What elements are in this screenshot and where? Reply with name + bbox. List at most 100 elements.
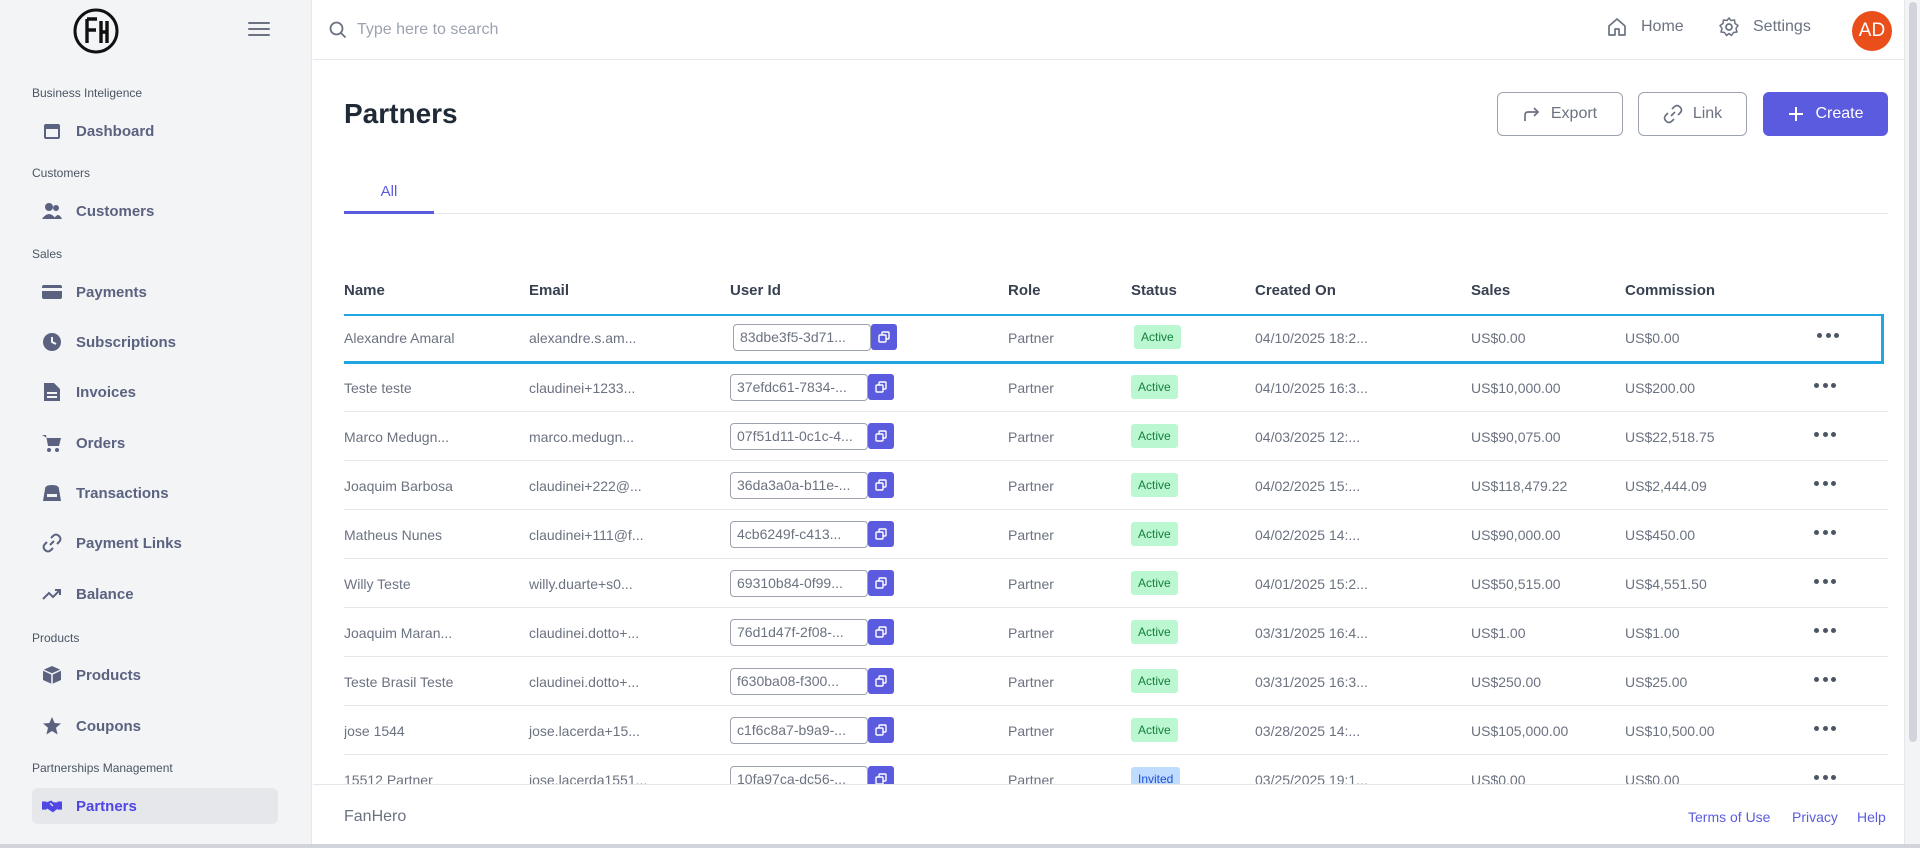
sidebar-item-balance[interactable]: Balance <box>32 576 278 612</box>
row-actions-icon[interactable] <box>1814 677 1836 685</box>
cell-commission: US$0.00 <box>1625 330 1680 346</box>
cell-sales: US$90,000.00 <box>1471 527 1561 543</box>
sidebar-item-payments[interactable]: Payments <box>32 274 278 310</box>
row-actions-icon[interactable] <box>1814 579 1836 587</box>
user-id-field[interactable]: f630ba08-f300... <box>730 668 868 695</box>
row-actions-icon[interactable] <box>1817 333 1839 341</box>
sidebar-item-transactions[interactable]: Transactions <box>32 475 278 511</box>
cell-created-on: 04/10/2025 16:3... <box>1255 380 1368 396</box>
sidebar-item-label: Payment Links <box>76 534 182 552</box>
export-button[interactable]: Export <box>1497 92 1623 136</box>
sidebar-item-coupons[interactable]: Coupons <box>32 708 278 744</box>
sidebar-item-orders[interactable]: Orders <box>32 425 278 461</box>
cell-role: Partner <box>1008 723 1054 739</box>
table-row[interactable]: Matheus Nunes claudinei+111@f... 4cb6249f-… <box>344 510 1888 559</box>
settings-link[interactable]: Settings <box>1719 17 1811 37</box>
sidebar-item-invoices[interactable]: Invoices <box>32 374 278 410</box>
copy-icon <box>875 381 887 393</box>
sidebar-item-dashboard[interactable]: Dashboard <box>32 113 278 149</box>
row-actions-icon[interactable] <box>1814 628 1836 636</box>
cell-name: Marco Medugn... <box>344 429 450 445</box>
row-actions-icon[interactable] <box>1814 775 1836 783</box>
user-id-field[interactable]: 4cb6249f-c413... <box>730 521 868 548</box>
page-scrollbar[interactable] <box>1904 0 1920 848</box>
sidebar-item-payment-links[interactable]: Payment Links <box>32 525 278 561</box>
cell-sales: US$0.00 <box>1471 772 1526 784</box>
star-icon <box>42 716 62 736</box>
copy-user-id-button[interactable] <box>868 423 894 449</box>
column-header-email: Email <box>529 282 570 299</box>
table-row[interactable]: Teste teste claudinei+1233... 37efdc61-783… <box>344 363 1888 412</box>
cell-sales: US$50,515.00 <box>1471 576 1561 592</box>
copy-user-id-button[interactable] <box>868 619 894 645</box>
fanhero-logo[interactable] <box>72 7 120 55</box>
row-actions-icon[interactable] <box>1814 481 1836 489</box>
sidebar-item-customers[interactable]: Customers <box>32 193 278 229</box>
section-sales: Sales <box>32 247 63 261</box>
copy-icon <box>875 479 887 491</box>
cell-role: Partner <box>1008 429 1054 445</box>
table-row[interactable]: Marco Medugn... marco.medugn... 07f51d11-0… <box>344 412 1888 461</box>
copy-user-id-button[interactable] <box>868 668 894 694</box>
copy-user-id-button[interactable] <box>868 717 894 743</box>
table-row[interactable]: jose 1544 jose.lacerda+15... c1f6c8a7-b9a9… <box>344 706 1888 755</box>
copy-icon <box>875 626 887 638</box>
terms-of-use-link[interactable]: Terms of Use <box>1688 809 1771 825</box>
row-actions-icon[interactable] <box>1814 726 1836 734</box>
copy-user-id-button[interactable] <box>868 472 894 498</box>
table-row[interactable]: Alexandre Amaral alexandre.s.am... 83dbe3f… <box>344 314 1884 364</box>
user-id-field[interactable]: 76d1d47f-2f08-... <box>730 619 868 646</box>
tab-all[interactable]: All <box>344 172 434 214</box>
row-actions-icon[interactable] <box>1814 432 1836 440</box>
sidebar-item-label: Partners <box>76 797 137 815</box>
copy-icon <box>875 675 887 687</box>
cell-commission: US$450.00 <box>1625 527 1696 543</box>
search-input[interactable] <box>357 14 957 46</box>
copy-user-id-button[interactable] <box>871 324 897 350</box>
home-link[interactable]: Home <box>1607 17 1684 37</box>
sidebar-item-subscriptions[interactable]: Subscriptions <box>32 324 278 360</box>
copy-user-id-button[interactable] <box>868 521 894 547</box>
row-actions-icon[interactable] <box>1814 530 1836 538</box>
cell-email: jose.lacerda+15... <box>529 723 640 739</box>
help-link[interactable]: Help <box>1857 809 1886 825</box>
user-id-field[interactable]: c1f6c8a7-b9a9-... <box>730 717 868 744</box>
column-header-user-id: User Id <box>730 282 781 299</box>
user-id-field[interactable]: 69310b84-0f99... <box>730 570 868 597</box>
cell-role: Partner <box>1008 330 1054 346</box>
user-avatar[interactable]: AD <box>1852 11 1892 51</box>
table-row[interactable]: 15512 Partner jose.lacerda1551... 10fa97ca… <box>344 755 1888 784</box>
link-icon <box>1663 104 1683 124</box>
status-badge: Active <box>1131 718 1178 742</box>
create-label: Create <box>1815 105 1864 122</box>
user-id-field[interactable]: 36da3a0a-b11e-... <box>730 472 868 499</box>
menu-toggle-icon[interactable] <box>246 18 272 40</box>
create-button[interactable]: Create <box>1763 92 1888 136</box>
table-row[interactable]: Joaquim Barbosa claudinei+222@... 36da3a0a… <box>344 461 1888 510</box>
home-label: Home <box>1641 18 1684 35</box>
sidebar-item-partners[interactable]: Partners <box>32 788 278 824</box>
user-id-field[interactable]: 37efdc61-7834-... <box>730 374 868 401</box>
link-button[interactable]: Link <box>1638 92 1747 136</box>
clock-icon <box>42 332 62 352</box>
privacy-link[interactable]: Privacy <box>1792 809 1838 825</box>
table-row[interactable]: Joaquim Maran... claudinei.dotto+... 76d1d… <box>344 608 1888 657</box>
status-badge: Active <box>1131 375 1178 399</box>
sidebar-item-products[interactable]: Products <box>32 657 278 693</box>
export-icon <box>1524 107 1540 121</box>
table-row[interactable]: Teste Brasil Teste claudinei.dotto+... f63… <box>344 657 1888 706</box>
sidebar-item-label: Payments <box>76 283 147 301</box>
scrollbar-thumb[interactable] <box>1909 2 1917 742</box>
sidebar-item-label: Balance <box>76 585 134 603</box>
table-row[interactable]: Willy Teste willy.duarte+s0... 69310b84-0f… <box>344 559 1888 608</box>
copy-user-id-button[interactable] <box>868 766 894 784</box>
user-id-field[interactable]: 07f51d11-0c1c-4... <box>730 423 868 450</box>
copy-user-id-button[interactable] <box>868 374 894 400</box>
user-id-field[interactable]: 10fa97ca-dc56-... <box>730 766 868 784</box>
cell-email: claudinei+222@... <box>529 478 642 494</box>
row-actions-icon[interactable] <box>1814 383 1836 391</box>
copy-user-id-button[interactable] <box>868 570 894 596</box>
link-icon <box>42 533 62 553</box>
user-id-field[interactable]: 83dbe3f5-3d71... <box>733 324 871 351</box>
cell-sales: US$250.00 <box>1471 674 1542 690</box>
